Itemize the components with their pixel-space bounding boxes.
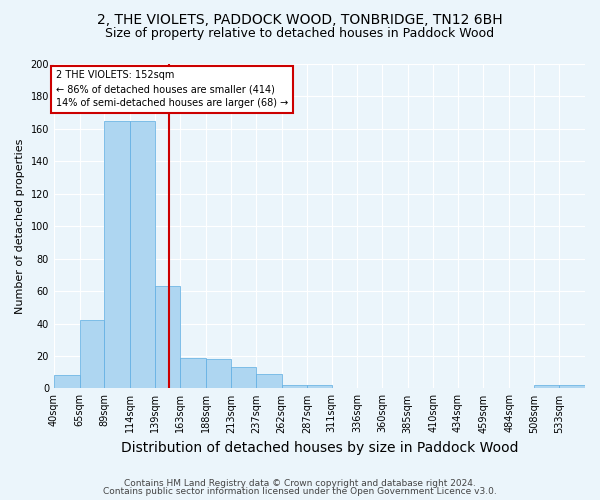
Bar	[559, 385, 585, 388]
Text: 2 THE VIOLETS: 152sqm
← 86% of detached houses are smaller (414)
14% of semi-det: 2 THE VIOLETS: 152sqm ← 86% of detached …	[56, 70, 288, 108]
Bar	[54, 376, 80, 388]
Bar	[80, 320, 104, 388]
Bar	[231, 368, 256, 388]
Bar	[281, 385, 307, 388]
Bar	[256, 374, 281, 388]
Text: Size of property relative to detached houses in Paddock Wood: Size of property relative to detached ho…	[106, 28, 494, 40]
Bar	[104, 121, 130, 388]
Text: 2, THE VIOLETS, PADDOCK WOOD, TONBRIDGE, TN12 6BH: 2, THE VIOLETS, PADDOCK WOOD, TONBRIDGE,…	[97, 12, 503, 26]
Text: Contains public sector information licensed under the Open Government Licence v3: Contains public sector information licen…	[103, 487, 497, 496]
Bar	[180, 358, 206, 388]
Text: Contains HM Land Registry data © Crown copyright and database right 2024.: Contains HM Land Registry data © Crown c…	[124, 478, 476, 488]
Bar	[130, 121, 155, 388]
Y-axis label: Number of detached properties: Number of detached properties	[15, 138, 25, 314]
Bar	[155, 286, 180, 388]
Bar	[307, 385, 332, 388]
Bar	[206, 359, 231, 388]
X-axis label: Distribution of detached houses by size in Paddock Wood: Distribution of detached houses by size …	[121, 441, 518, 455]
Bar	[534, 385, 559, 388]
